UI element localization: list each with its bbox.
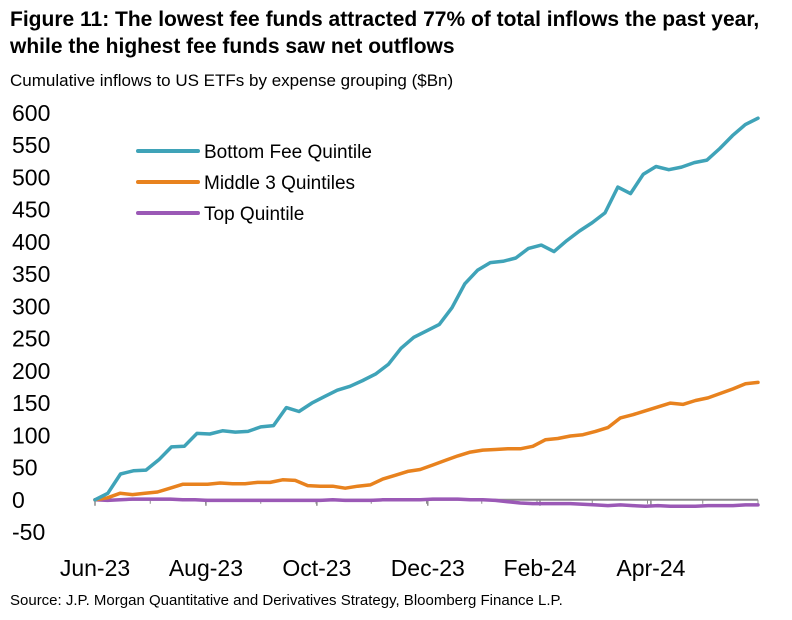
y-tick-label: 100 (12, 422, 50, 448)
y-tick-label: 150 (12, 390, 50, 416)
y-tick-label: 400 (12, 229, 50, 255)
x-tick-label: Jun-23 (60, 555, 130, 581)
x-tick-label: Feb-24 (504, 555, 577, 581)
y-tick-label: 500 (12, 164, 50, 190)
x-tick-label: Apr-24 (616, 555, 685, 581)
y-tick-label: 250 (12, 326, 50, 352)
x-tick-label: Aug-23 (169, 555, 243, 581)
series-line-top-quintile (93, 497, 760, 508)
series-line-bottom-fee-quintile (93, 116, 760, 502)
y-tick-label: 300 (12, 293, 50, 319)
chart-subtitle: Cumulative inflows to US ETFs by expense… (10, 71, 454, 90)
chart-title: Figure 11: The lowest fee funds attracte… (10, 8, 760, 58)
x-tick-label: Dec-23 (391, 555, 465, 581)
y-tick-label: 50 (12, 455, 38, 481)
y-tick-label: 0 (12, 487, 25, 513)
series-group (93, 116, 760, 508)
y-tick-label: 600 (12, 100, 50, 126)
legend: Bottom Fee Quintile Middle 3 Quintiles Top… (136, 142, 372, 225)
y-tick-label: 200 (12, 358, 50, 384)
x-axis: Jun-23 Aug-23 Oct-23 Dec-23 Feb-24 Apr-24 (60, 498, 759, 581)
source-note: Source: J.P. Morgan Quantitative and Der… (10, 592, 563, 609)
legend-label: Middle 3 Quintiles (204, 173, 355, 194)
x-tick-label: Oct-23 (282, 555, 351, 581)
y-tick-label: 450 (12, 197, 50, 223)
y-tick-label: -50 (12, 519, 45, 545)
y-tick-label: 550 (12, 132, 50, 158)
legend-label: Bottom Fee Quintile (204, 142, 372, 163)
y-tick-label: 350 (12, 261, 50, 287)
legend-label: Top Quintile (204, 204, 304, 225)
y-axis: -50 0 50 100 150 200 250 300 350 400 450 500 550 600 (12, 100, 50, 545)
series-line-middle-3-quintiles (93, 380, 760, 502)
